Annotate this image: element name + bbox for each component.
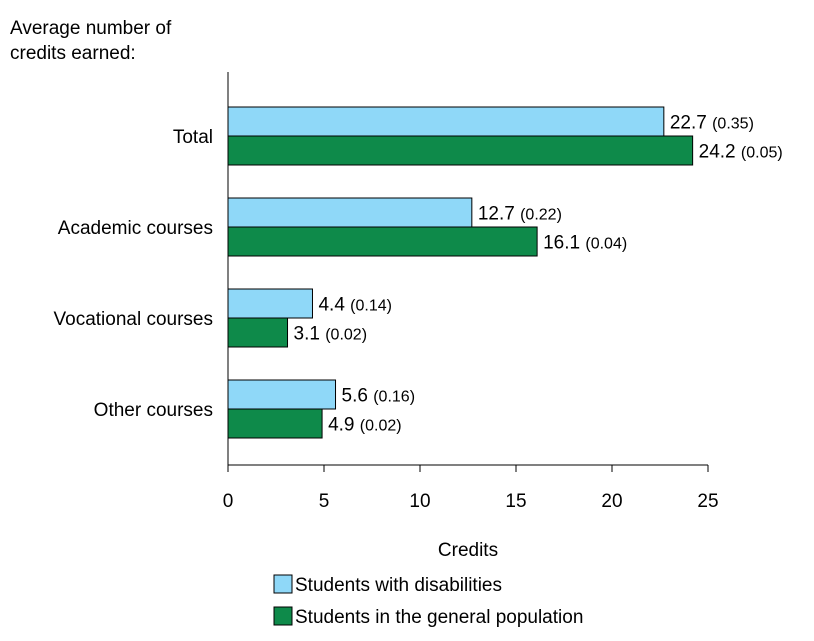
category-label-total: Total [173, 127, 213, 148]
x-axis-title: Credits [438, 540, 498, 561]
legend: Students with disabilities Students in th… [273, 574, 583, 628]
category-label-other-courses: Other courses [94, 400, 213, 421]
x-tick-label-0: 0 [223, 491, 234, 512]
legend-swatch-students-with-disabilities [273, 574, 293, 594]
bar-students-with-disabilities-vocational-courses [227, 288, 313, 319]
bar-students-in-the-general-population-academic-courses [227, 226, 538, 257]
bar-students-with-disabilities-other-courses [227, 379, 337, 410]
legend-swatch-students-in-the-general-population [273, 606, 293, 626]
legend-label-students-with-disabilities: Students with disabilities [295, 575, 502, 596]
bar-students-with-disabilities-academic-courses [227, 197, 473, 228]
category-label-vocational-courses: Vocational courses [54, 309, 214, 330]
x-tick-label-15: 15 [505, 491, 526, 512]
value-label-students-with-disabilities-academic-courses: 12.7 (0.22) [478, 204, 562, 225]
labels: Total Academic courses Vocational courses O… [54, 113, 783, 436]
value-label-students-with-disabilities-vocational-courses: 4.4 (0.14) [318, 295, 392, 316]
x-tick-label-25: 25 [697, 491, 718, 512]
value-label-students-with-disabilities-other-courses: 5.6 (0.16) [342, 386, 416, 407]
bars [227, 106, 694, 439]
value-label-students-in-the-general-population-vocational-courses: 3.1 (0.02) [294, 324, 368, 345]
axes: 0 5 10 15 20 25 Credits [223, 72, 719, 561]
y-axis-title-line-2: credits earned: [10, 43, 136, 64]
bar-students-in-the-general-population-total [227, 135, 694, 166]
y-axis-title: Average number of credits earned: [10, 16, 171, 66]
value-label-students-in-the-general-population-other-courses: 4.9 (0.02) [328, 415, 402, 436]
value-label-students-in-the-general-population-total: 24.2 (0.05) [699, 142, 783, 163]
bar-students-in-the-general-population-other-courses [227, 408, 323, 439]
y-axis-title-line-1: Average number of [10, 18, 172, 39]
value-label-students-with-disabilities-total: 22.7 (0.35) [670, 113, 754, 134]
bar-students-with-disabilities-total [227, 106, 665, 137]
legend-label-students-in-the-general-population: Students in the general population [295, 607, 583, 628]
x-tick-label-10: 10 [409, 491, 430, 512]
x-tick-label-20: 20 [601, 491, 622, 512]
category-label-academic-courses: Academic courses [58, 218, 213, 239]
bar-students-in-the-general-population-vocational-courses [227, 317, 289, 348]
x-tick-label-5: 5 [319, 491, 330, 512]
value-label-students-in-the-general-population-academic-courses: 16.1 (0.04) [543, 233, 627, 254]
